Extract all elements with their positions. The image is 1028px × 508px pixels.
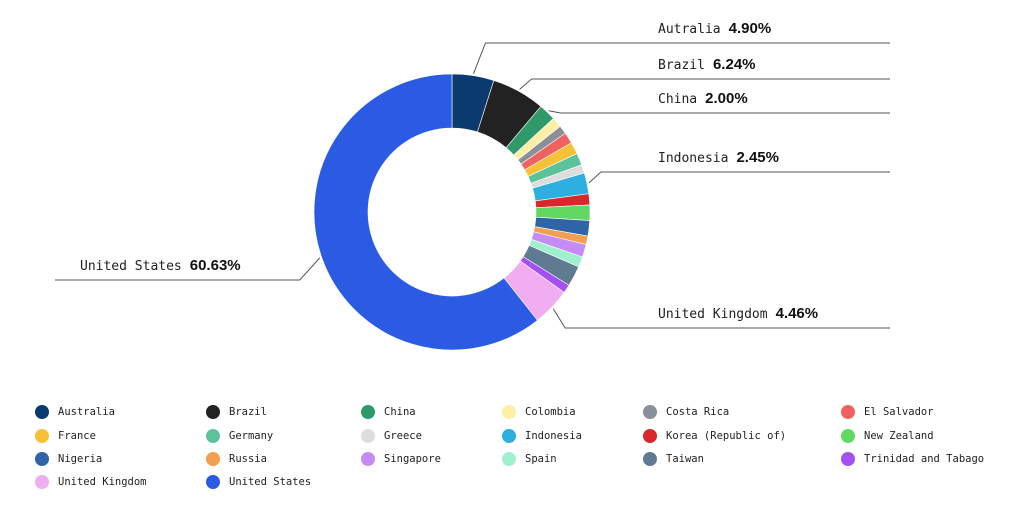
legend-swatch bbox=[35, 475, 49, 489]
callout-value: 2.45% bbox=[736, 149, 779, 166]
callout-name: Brazil bbox=[658, 58, 705, 73]
leader-line bbox=[519, 78, 890, 90]
callout-name: Indonesia bbox=[658, 151, 728, 166]
legend-label: Nigeria bbox=[58, 453, 102, 465]
callout-value: 4.46% bbox=[776, 305, 819, 322]
legend-swatch bbox=[643, 405, 657, 419]
legend-label: France bbox=[58, 430, 96, 442]
donut-slice bbox=[313, 73, 538, 351]
legend-label: United Kingdom bbox=[58, 476, 147, 488]
callout-value: 6.24% bbox=[713, 56, 756, 73]
legend-label: United States bbox=[229, 476, 311, 488]
legend-swatch bbox=[841, 429, 855, 443]
legend-label: Germany bbox=[229, 430, 273, 442]
legend-swatch bbox=[502, 405, 516, 419]
legend-label: Greece bbox=[384, 430, 422, 442]
legend-label: Australia bbox=[58, 406, 115, 418]
legend-label: Costa Rica bbox=[666, 406, 729, 418]
callout-value: 60.63% bbox=[190, 257, 241, 274]
legend-swatch bbox=[206, 452, 220, 466]
legend-swatch bbox=[206, 429, 220, 443]
leader-line bbox=[473, 42, 890, 74]
legend-swatch bbox=[502, 452, 516, 466]
legend-swatch bbox=[643, 429, 657, 443]
legend-label: Spain bbox=[525, 453, 557, 465]
legend-label: Taiwan bbox=[666, 453, 704, 465]
callout-name: China bbox=[658, 92, 697, 107]
leader-line bbox=[552, 308, 890, 329]
legend-label: Russia bbox=[229, 453, 267, 465]
legend-swatch bbox=[502, 429, 516, 443]
legend-swatch bbox=[35, 429, 49, 443]
legend-swatch bbox=[361, 405, 375, 419]
callout-name: United States bbox=[80, 259, 182, 274]
legend-swatch bbox=[643, 452, 657, 466]
leader-line bbox=[548, 110, 890, 114]
legend-label: Trinidad and Tabago bbox=[864, 453, 984, 465]
legend-swatch bbox=[841, 452, 855, 466]
callout-value: 2.00% bbox=[705, 90, 748, 107]
legend-label: Colombia bbox=[525, 406, 576, 418]
callout-name: United Kingdom bbox=[658, 307, 768, 322]
legend-swatch bbox=[35, 452, 49, 466]
legend-label: El Salvador bbox=[864, 406, 934, 418]
legend-label: Korea (Republic of) bbox=[666, 430, 786, 442]
callout-value: 4.90% bbox=[729, 20, 772, 37]
legend-label: Singapore bbox=[384, 453, 441, 465]
legend-swatch bbox=[841, 405, 855, 419]
legend-swatch bbox=[361, 452, 375, 466]
leader-line bbox=[588, 171, 890, 184]
callout-name: Autralia bbox=[658, 22, 721, 37]
legend-swatch bbox=[361, 429, 375, 443]
legend-swatch bbox=[206, 475, 220, 489]
legend-label: China bbox=[384, 406, 416, 418]
legend-label: Brazil bbox=[229, 406, 267, 418]
legend-label: New Zealand bbox=[864, 430, 934, 442]
legend-swatch bbox=[35, 405, 49, 419]
legend-label: Indonesia bbox=[525, 430, 582, 442]
leader-line bbox=[55, 257, 321, 281]
legend-swatch bbox=[206, 405, 220, 419]
